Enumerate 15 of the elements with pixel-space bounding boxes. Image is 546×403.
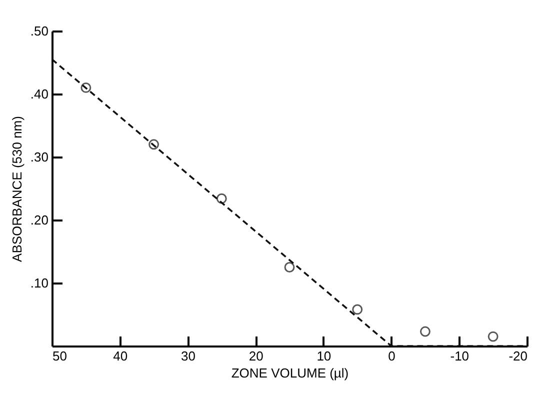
x-tick-label: 20 (248, 348, 264, 364)
y-tick-label: .30 (30, 150, 48, 164)
y-tick-label: .20 (30, 212, 48, 228)
y-tick-label: .50 (30, 24, 48, 38)
x-tick-label: 30 (180, 348, 196, 364)
y-tick-label: .10 (30, 276, 48, 290)
x-tick-label: -20 (508, 348, 528, 364)
y-tick-label: .40 (30, 86, 48, 102)
x-axis-title: ZONE VOLUME (µl) (231, 366, 349, 380)
x-tick-label: 40 (113, 348, 128, 364)
y-axis-title: ABSORBANCE (530 nm) (9, 116, 24, 262)
x-tick-label: 0 (388, 348, 396, 364)
x-tick-label: 10 (316, 348, 332, 364)
x-tick-label: 50 (52, 348, 67, 364)
x-tick-label: -10 (450, 348, 470, 364)
